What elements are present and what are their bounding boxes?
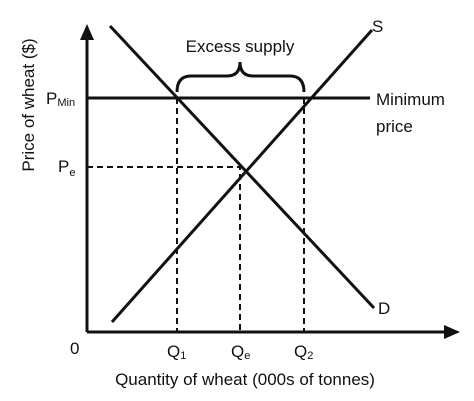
price-label: Pe — [58, 157, 75, 179]
y-arrow — [80, 24, 94, 40]
supply-label: S — [372, 17, 383, 36]
symbol: Q — [167, 342, 180, 361]
price-label: PMin — [46, 89, 75, 109]
origin-label: 0 — [70, 339, 79, 358]
symbol: Q — [231, 342, 244, 361]
subscript: 1 — [180, 350, 186, 362]
x-axis-title: Quantity of wheat (000s of tonnes) — [115, 370, 375, 389]
brace — [175, 61, 306, 93]
demand-label: D — [378, 299, 390, 318]
subscript: e — [244, 350, 250, 362]
y-axis-title: Price of wheat ($) — [19, 38, 38, 171]
supply-curve — [110, 29, 374, 323]
symbol: Q — [294, 342, 307, 361]
symbol: P — [58, 157, 69, 176]
symbol: P — [46, 89, 57, 108]
quantity-label: Q1 — [167, 342, 186, 362]
quantity-label: Qe — [231, 342, 250, 362]
annotation: Excess supply — [186, 37, 295, 56]
demand-curve — [108, 24, 376, 310]
subscript: Min — [57, 97, 75, 109]
quantity-label: Q2 — [294, 342, 313, 362]
equilibrium-guide — [87, 166, 241, 332]
x-arrow — [444, 325, 460, 339]
minimum-price-label: Minimum — [376, 90, 445, 109]
subscript: 2 — [307, 350, 313, 362]
minimum-price-label: price — [376, 117, 413, 136]
subscript: e — [69, 167, 75, 179]
